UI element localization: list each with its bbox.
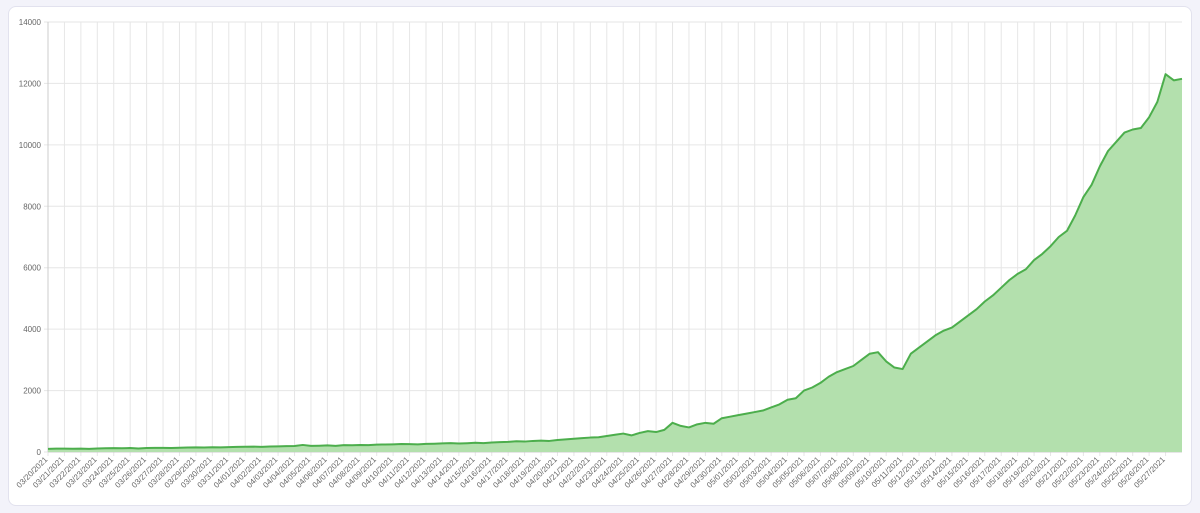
y-tick-label: 0 xyxy=(37,448,42,457)
y-tick-label: 6000 xyxy=(23,264,41,273)
y-tick-label: 14000 xyxy=(19,18,42,27)
area xyxy=(48,74,1182,453)
y-tick-label: 8000 xyxy=(23,202,41,211)
y-tick-label: 2000 xyxy=(23,387,41,396)
line xyxy=(47,73,1183,450)
y-tick-label: 4000 xyxy=(23,325,41,334)
y-tick-label: 10000 xyxy=(19,141,42,150)
y-tick-label: 12000 xyxy=(19,79,42,88)
